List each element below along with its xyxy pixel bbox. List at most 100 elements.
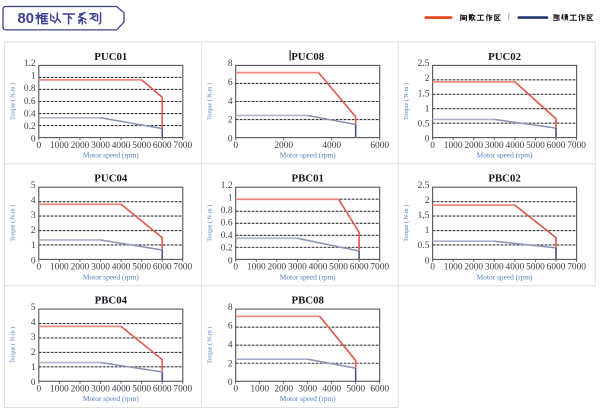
svg-text:0: 0 (31, 256, 36, 266)
svg-text:Torque ( N-m ): Torque ( N-m ) (206, 327, 213, 364)
svg-text:4: 4 (228, 341, 233, 351)
svg-text:Torque ( N-m ): Torque ( N-m ) (403, 205, 410, 242)
svg-text:Torque ( N-m ): Torque ( N-m ) (206, 205, 213, 242)
svg-text:6000: 6000 (547, 141, 566, 151)
svg-text:4000: 4000 (112, 141, 131, 151)
svg-text:0: 0 (31, 135, 36, 145)
svg-text:0.4: 0.4 (221, 231, 233, 241)
svg-text:5000: 5000 (132, 385, 151, 395)
svg-text:2000: 2000 (71, 385, 90, 395)
svg-text:PUC02: PUC02 (488, 51, 521, 63)
svg-text:7000: 7000 (567, 263, 586, 273)
svg-text:0: 0 (228, 135, 233, 145)
svg-text:0: 0 (233, 263, 238, 273)
svg-text:1000: 1000 (50, 385, 69, 395)
svg-text:5000: 5000 (329, 263, 348, 273)
svg-text:4000: 4000 (112, 385, 131, 395)
svg-text:Motor speed (rpm): Motor speed (rpm) (83, 272, 139, 281)
svg-text:1: 1 (425, 226, 430, 236)
svg-text:3000: 3000 (288, 263, 307, 273)
svg-text:4: 4 (31, 196, 36, 206)
svg-text:6000: 6000 (153, 263, 172, 273)
svg-text:1000: 1000 (247, 263, 266, 273)
svg-text:0.2: 0.2 (24, 122, 36, 132)
svg-text:1: 1 (228, 193, 233, 203)
svg-text:1000: 1000 (444, 263, 463, 273)
svg-text:0.6: 0.6 (24, 97, 36, 107)
svg-text:2: 2 (228, 116, 233, 126)
svg-text:2000: 2000 (274, 141, 293, 151)
svg-text:6000: 6000 (370, 385, 389, 395)
svg-text:0.4: 0.4 (24, 109, 36, 119)
svg-text:0: 0 (36, 385, 41, 395)
svg-text:4000: 4000 (506, 263, 525, 273)
svg-text:0: 0 (233, 385, 238, 395)
svg-text:2000: 2000 (267, 263, 286, 273)
svg-text:1000: 1000 (50, 141, 69, 151)
svg-text:Motor speed (rpm): Motor speed (rpm) (477, 272, 533, 281)
svg-text:4000: 4000 (309, 263, 328, 273)
svg-text:Torque ( N-m ): Torque ( N-m ) (9, 205, 16, 242)
svg-text:2000: 2000 (71, 263, 90, 273)
svg-text:0: 0 (228, 256, 233, 266)
svg-text:2: 2 (31, 226, 36, 236)
svg-text:2000: 2000 (464, 263, 483, 273)
svg-text:5000: 5000 (526, 263, 545, 273)
svg-text:7000: 7000 (370, 263, 389, 273)
svg-text:5000: 5000 (526, 141, 545, 151)
svg-text:1.2: 1.2 (221, 181, 233, 191)
svg-text:5: 5 (31, 181, 36, 191)
svg-text:1: 1 (31, 72, 36, 82)
svg-text:0.8: 0.8 (221, 206, 233, 216)
svg-text:4000: 4000 (112, 263, 131, 273)
svg-text:PUC04: PUC04 (94, 173, 128, 185)
svg-text:5000: 5000 (132, 141, 151, 151)
svg-text:5000: 5000 (132, 263, 151, 273)
svg-text:1.5: 1.5 (418, 89, 430, 99)
svg-text:2: 2 (425, 196, 430, 206)
svg-text:0.2: 0.2 (221, 244, 233, 254)
svg-text:0: 0 (425, 135, 430, 145)
svg-text:6: 6 (228, 78, 233, 88)
svg-text:1000: 1000 (50, 263, 69, 273)
svg-text:0: 0 (228, 378, 233, 388)
svg-text:4000: 4000 (322, 385, 341, 395)
svg-text:Motor speed (rpm): Motor speed (rpm) (83, 151, 139, 160)
svg-text:5: 5 (31, 303, 36, 313)
svg-text:0.5: 0.5 (418, 241, 430, 251)
svg-text:3: 3 (31, 211, 36, 221)
svg-text:0: 0 (36, 141, 41, 151)
svg-text:6000: 6000 (153, 385, 172, 395)
svg-text:1000: 1000 (444, 141, 463, 151)
svg-text:3: 3 (31, 333, 36, 343)
svg-text:2: 2 (228, 359, 233, 369)
svg-text:1: 1 (31, 363, 36, 373)
svg-text:2: 2 (425, 74, 430, 84)
svg-text:Motor speed (rpm): Motor speed (rpm) (477, 151, 533, 160)
svg-text:3000: 3000 (91, 263, 110, 273)
svg-text:0: 0 (31, 378, 36, 388)
svg-text:PBC04: PBC04 (95, 295, 128, 307)
svg-text:2.5: 2.5 (418, 181, 430, 191)
svg-text:3000: 3000 (91, 141, 110, 151)
svg-text:3000: 3000 (485, 263, 504, 273)
svg-text:4000: 4000 (506, 141, 525, 151)
svg-text:6000: 6000 (370, 141, 389, 151)
svg-text:7000: 7000 (173, 141, 192, 151)
svg-text:5000: 5000 (346, 385, 365, 395)
svg-text:Motor speed (rpm): Motor speed (rpm) (83, 394, 139, 403)
svg-text:2: 2 (31, 348, 36, 358)
svg-text:PUC08: PUC08 (291, 51, 325, 63)
svg-text:0: 0 (430, 141, 435, 151)
svg-text:PBC01: PBC01 (291, 173, 323, 185)
svg-text:0: 0 (36, 263, 41, 273)
svg-text:1: 1 (425, 104, 430, 114)
svg-text:PBC08: PBC08 (291, 295, 324, 307)
svg-text:Motor speed (rpm): Motor speed (rpm) (280, 394, 336, 403)
svg-text:7000: 7000 (567, 141, 586, 151)
svg-text:6000: 6000 (547, 263, 566, 273)
svg-text:4000: 4000 (322, 141, 341, 151)
svg-text:2000: 2000 (71, 141, 90, 151)
svg-text:0.5: 0.5 (418, 119, 430, 129)
svg-text:8: 8 (228, 59, 233, 69)
